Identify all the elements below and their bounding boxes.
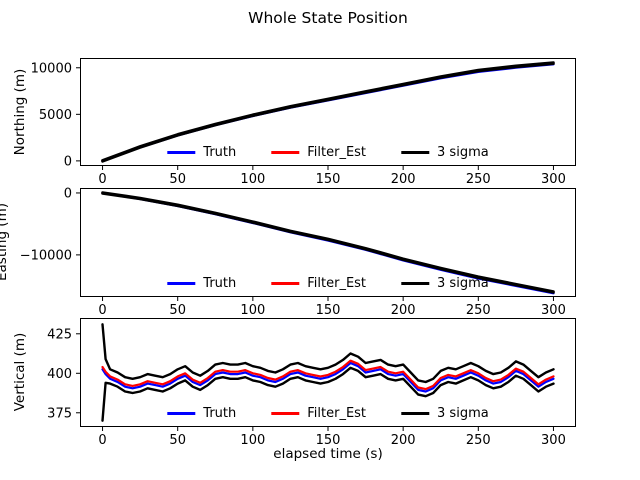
svg-text:100: 100 xyxy=(240,433,265,448)
svg-text:200: 200 xyxy=(391,433,416,448)
svg-text:150: 150 xyxy=(316,303,341,318)
northing-subplot: 0 50 100 150 200 250 300 0 5000 10000 Truth Filte… xyxy=(31,58,576,187)
svg-text:−10000: −10000 xyxy=(20,248,72,263)
vertical-plot: 0 50 100 150 200 250 300 375 400 425 xyxy=(47,318,576,448)
svg-text:150: 150 xyxy=(316,433,341,448)
legend-item-truth: Truth xyxy=(167,276,236,291)
svg-text:0: 0 xyxy=(98,433,106,448)
svg-text:5000: 5000 xyxy=(39,108,72,123)
legend-item-truth: Truth xyxy=(167,145,236,160)
filter-est-line-swatch xyxy=(271,282,300,285)
legend-item-filter-est: Filter_Est xyxy=(271,406,366,421)
svg-text:300: 300 xyxy=(541,172,566,187)
svg-text:100: 100 xyxy=(240,172,265,187)
legend-truth-label: Truth xyxy=(203,406,237,421)
legend-truth-label: Truth xyxy=(203,145,237,160)
svg-text:300: 300 xyxy=(541,303,566,318)
ylabel-easting: Easting (m) xyxy=(0,203,10,281)
svg-text:425: 425 xyxy=(47,327,72,342)
svg-text:150: 150 xyxy=(316,172,341,187)
svg-text:200: 200 xyxy=(391,303,416,318)
svg-text:0: 0 xyxy=(64,186,72,201)
figure-title: Whole State Position xyxy=(248,9,408,27)
filter-est-line-swatch xyxy=(271,151,300,154)
easting-subplot: 0 50 100 150 200 250 300 −10000 0 Truth Filter_E… xyxy=(20,186,576,318)
svg-text:50: 50 xyxy=(169,303,186,318)
truth-line-swatch xyxy=(167,412,196,415)
svg-text:0: 0 xyxy=(64,154,72,169)
legend-item-3-sigma: 3 sigma xyxy=(401,145,489,160)
svg-text:250: 250 xyxy=(466,172,491,187)
legend-filter-est-label: Filter_Est xyxy=(307,276,367,291)
svg-text:50: 50 xyxy=(169,433,186,448)
easting-plot: 0 50 100 150 200 250 300 −10000 0 xyxy=(20,186,576,318)
sigma-line-swatch xyxy=(401,282,430,285)
ylabel-vertical: Vertical (m) xyxy=(12,332,28,412)
legend-item-3-sigma: 3 sigma xyxy=(401,406,489,421)
svg-text:100: 100 xyxy=(240,303,265,318)
legend-item-filter-est: Filter_Est xyxy=(271,145,366,160)
legend-3-sigma-label: 3 sigma xyxy=(437,145,489,160)
legend-item-filter-est: Filter_Est xyxy=(271,276,366,291)
svg-text:200: 200 xyxy=(391,172,416,187)
ylabel-northing: Northing (m) xyxy=(12,68,28,156)
sigma-line-swatch xyxy=(401,412,430,415)
legend-item-3-sigma: 3 sigma xyxy=(401,276,489,291)
vertical-subplot: 0 50 100 150 200 250 300 375 400 425 Truth Filter… xyxy=(47,318,576,448)
x-axis-label: elapsed time (s) xyxy=(273,446,383,462)
legend-item-truth: Truth xyxy=(167,406,236,421)
truth-line-swatch xyxy=(167,151,196,154)
legend-3-sigma-label: 3 sigma xyxy=(437,276,489,291)
legend-truth-label: Truth xyxy=(203,276,237,291)
sigma-line-swatch xyxy=(401,151,430,154)
easting-legend: Truth Filter_Est 3 sigma xyxy=(167,276,489,291)
svg-text:50: 50 xyxy=(169,172,186,187)
northing-legend: Truth Filter_Est 3 sigma xyxy=(167,145,489,160)
filter-est-line-swatch xyxy=(271,412,300,415)
svg-text:0: 0 xyxy=(98,303,106,318)
svg-text:300: 300 xyxy=(541,433,566,448)
northing-plot: 0 50 100 150 200 250 300 0 5000 10000 xyxy=(31,58,576,187)
svg-text:250: 250 xyxy=(466,433,491,448)
svg-text:250: 250 xyxy=(466,303,491,318)
svg-text:400: 400 xyxy=(47,367,72,382)
legend-3-sigma-label: 3 sigma xyxy=(437,406,489,421)
svg-text:10000: 10000 xyxy=(31,61,72,76)
truth-line-swatch xyxy=(167,282,196,285)
vertical-legend: Truth Filter_Est 3 sigma xyxy=(167,406,489,421)
svg-text:0: 0 xyxy=(98,172,106,187)
legend-filter-est-label: Filter_Est xyxy=(307,406,367,421)
svg-text:375: 375 xyxy=(47,406,72,421)
legend-filter-est-label: Filter_Est xyxy=(307,145,367,160)
